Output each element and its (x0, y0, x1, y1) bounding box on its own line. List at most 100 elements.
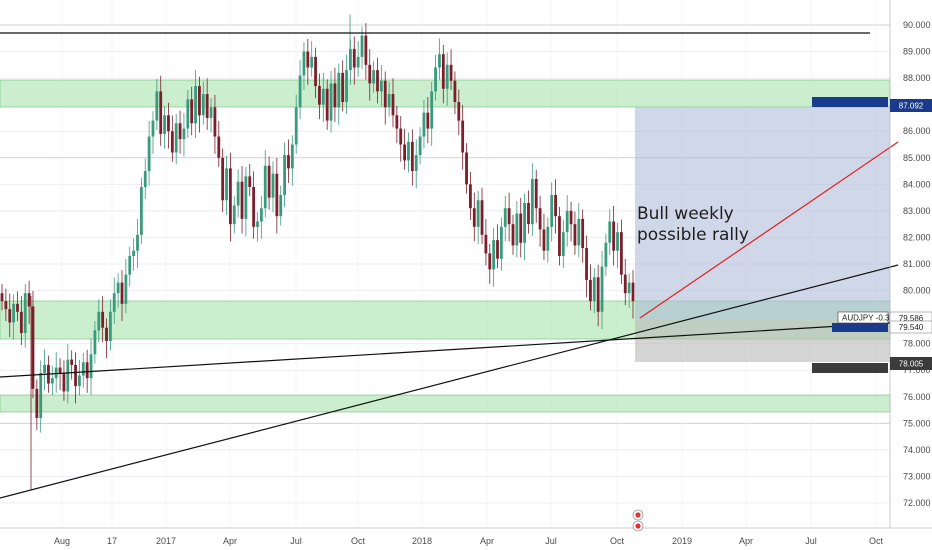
candle (573, 211, 577, 255)
candle (54, 351, 58, 393)
x-tick-label: 17 (107, 536, 117, 546)
candle (457, 89, 461, 136)
y-tick-label: 85.000 (903, 153, 931, 163)
annotation: Bull weekly possible rally (637, 204, 749, 245)
candle (182, 112, 186, 157)
candle (523, 193, 527, 261)
candle (484, 219, 488, 266)
candle (321, 73, 325, 122)
annotation-line-2: possible rally (637, 225, 749, 245)
candle (465, 143, 468, 194)
candle (399, 116, 403, 162)
candle (430, 82, 434, 146)
candle (116, 273, 120, 308)
candle (12, 294, 16, 340)
y-tick-label: 75.000 (903, 418, 931, 428)
x-tick-label: Apr (480, 536, 494, 546)
candle (441, 44, 445, 104)
candle (461, 104, 465, 170)
time-axis[interactable]: Aug 17 2017 Apr Jul Oct 2018 Apr Jul Oct 2019 Apr Ju… (0, 527, 932, 546)
lower-trendline[interactable] (0, 264, 899, 499)
y-tick-label: 72.000 (903, 498, 931, 508)
bull-projection-line[interactable] (639, 141, 899, 319)
candle (318, 73, 321, 120)
candle (190, 86, 194, 136)
target-area (635, 107, 890, 319)
candle (530, 163, 534, 237)
candle (623, 258, 627, 306)
stop-label-bg (890, 357, 932, 370)
candle (105, 318, 108, 359)
candle (372, 60, 376, 93)
candle (472, 192, 476, 242)
x-ticks: Aug 17 2017 Apr Jul Oct 2018 Apr Jul Oct 2019 Apr Ju… (54, 536, 884, 546)
candle (438, 38, 441, 80)
y-tick-label: 84.000 (903, 179, 931, 189)
position-tool[interactable] (635, 107, 890, 362)
middle-trendline[interactable] (0, 322, 891, 378)
candle (221, 148, 225, 213)
candle (4, 288, 8, 322)
y-tick-label: 77.000 (903, 365, 931, 375)
candle (147, 120, 151, 186)
candle (294, 94, 298, 154)
symbol-tag: AUDJPY -0.31% (842, 314, 901, 323)
candle (128, 246, 132, 287)
candle (488, 244, 492, 284)
candle (108, 299, 112, 351)
candle (503, 195, 507, 242)
candle (414, 139, 418, 189)
candle (581, 209, 585, 263)
candle (194, 70, 197, 138)
candle (387, 81, 391, 117)
candle (174, 113, 178, 165)
candle (256, 212, 259, 242)
candle (287, 139, 290, 184)
x-tick-label: Oct (610, 536, 625, 546)
trendlines[interactable] (0, 32, 899, 499)
candle (136, 219, 139, 268)
candle (519, 197, 523, 258)
candle (132, 238, 136, 271)
candle (139, 177, 143, 245)
candle (27, 280, 31, 324)
candle (333, 67, 337, 122)
candle (449, 49, 453, 91)
candle (310, 41, 314, 77)
candle (252, 171, 256, 239)
candle (507, 192, 511, 242)
candle (515, 201, 519, 258)
news-event-icon-dot (635, 523, 641, 529)
y-tick-label: 82.000 (903, 232, 931, 242)
candle (395, 105, 399, 144)
candle (403, 128, 407, 170)
candle (604, 233, 608, 276)
candle (616, 222, 619, 268)
candle (383, 71, 387, 125)
event-icons[interactable] (632, 509, 644, 532)
candle (306, 39, 310, 85)
candle (418, 127, 422, 165)
resistance-zone (0, 79, 891, 108)
candle (167, 102, 170, 149)
candle (546, 217, 550, 263)
candle (608, 209, 612, 255)
candle (554, 179, 557, 234)
candle (542, 213, 546, 261)
candle (50, 365, 54, 396)
x-tick-label: Jul (290, 536, 302, 546)
candle (391, 78, 395, 128)
candle (275, 158, 279, 234)
candle (81, 352, 85, 388)
y-tick-label: 89.000 (903, 47, 931, 57)
candle (511, 214, 515, 255)
candle (39, 360, 43, 433)
candle (589, 264, 592, 311)
target-info-box (812, 97, 888, 107)
candle (496, 224, 499, 268)
x-tick-label: 2018 (412, 536, 432, 546)
candle (151, 111, 155, 154)
y-tick-label: 74.000 (903, 445, 931, 455)
candle (70, 350, 74, 380)
